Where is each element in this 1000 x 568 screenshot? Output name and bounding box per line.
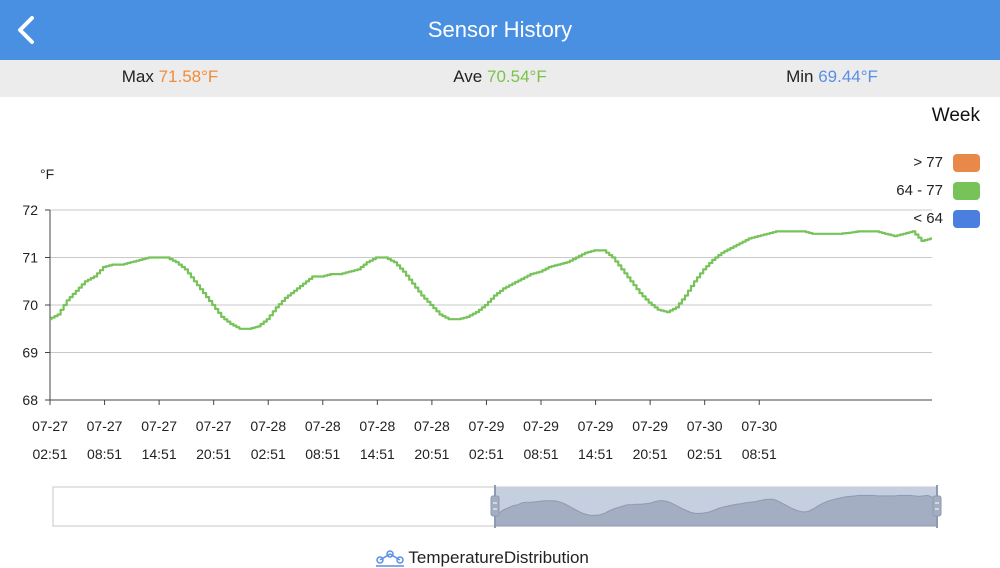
y-axis-label: °F: [40, 166, 54, 182]
stat-ave: Ave 70.54°F: [390, 60, 610, 97]
x-tick-date: 07-29: [632, 418, 668, 434]
x-tick-date: 07-28: [414, 418, 450, 434]
y-tick-label: 69: [22, 345, 38, 361]
x-tick-time: 20:51: [196, 446, 231, 462]
y-tick-label: 72: [22, 202, 38, 218]
x-tick-time: 20:51: [414, 446, 449, 462]
x-tick-time: 08:51: [742, 446, 777, 462]
zoom-handle-right[interactable]: [932, 485, 942, 528]
x-tick-time: 08:51: [523, 446, 558, 462]
x-tick-time: 08:51: [305, 446, 340, 462]
x-tick-date: 07-29: [469, 418, 505, 434]
x-tick-date: 07-28: [359, 418, 395, 434]
x-tick-time: 02:51: [469, 446, 504, 462]
legend-item-normal: 64 - 77: [896, 181, 980, 201]
x-tick-date: 07-30: [741, 418, 777, 434]
x-tick-time: 08:51: [87, 446, 122, 462]
zoom-handle-left[interactable]: [490, 485, 500, 528]
y-tick-label: 71: [22, 250, 38, 266]
page-title: Sensor History: [427, 17, 573, 42]
legend-item-low: < 64: [913, 209, 980, 229]
footer-label: TemperatureDistribution: [408, 548, 589, 567]
stats-bar: Max 71.58°F Ave 70.54°F Min 69.44°F: [0, 60, 1000, 97]
x-tick-date: 07-27: [87, 418, 123, 434]
x-tick-date: 07-29: [578, 418, 614, 434]
y-tick-label: 68: [22, 392, 38, 408]
zoom-slider[interactable]: [52, 485, 942, 528]
legend-item-high: > 77: [913, 153, 980, 173]
stat-max-label: Max: [121, 67, 154, 86]
chevron-left-icon[interactable]: [8, 10, 48, 50]
stat-min-label: Min: [786, 67, 814, 86]
x-tick-time: 02:51: [32, 446, 67, 462]
x-tick-time: 20:51: [633, 446, 668, 462]
zoom-preview: [494, 494, 938, 527]
distribution-icon: [376, 549, 404, 567]
legend-swatch: [953, 182, 980, 201]
legend-swatch: [953, 210, 980, 229]
stat-max: Max 71.58°F: [60, 60, 280, 97]
stat-ave-label: Ave: [453, 67, 483, 86]
temperature-line-chart: °F 68 69 70 71 72 07-27 02:51 07-27 08:51 07-27 1…: [22, 166, 942, 528]
x-tick-time: 02:51: [687, 446, 722, 462]
x-tick-time: 14:51: [142, 446, 177, 462]
footer-link[interactable]: TemperatureDistribution: [376, 548, 589, 568]
period-selector[interactable]: Week: [931, 105, 980, 126]
series-line: [50, 230, 932, 330]
stat-min: Min 69.44°F: [722, 60, 942, 97]
x-tick-date: 07-28: [305, 418, 341, 434]
legend-label: 64 - 77: [896, 182, 943, 200]
x-tick-date: 07-27: [196, 418, 232, 434]
y-tick-label: 70: [22, 297, 38, 313]
x-tick-date: 07-30: [687, 418, 723, 434]
legend-swatch: [953, 154, 980, 173]
x-tick-date: 07-27: [32, 418, 68, 434]
stat-ave-value: 70.54°F: [487, 67, 547, 86]
legend-label: < 64: [913, 210, 943, 228]
stat-max-value: 71.58°F: [158, 67, 219, 86]
x-tick-time: 02:51: [251, 446, 286, 462]
app-header: Sensor History: [0, 0, 1000, 60]
x-tick-date: 07-27: [141, 418, 177, 434]
x-tick-time: 14:51: [360, 446, 395, 462]
stat-min-value: 69.44°F: [818, 67, 878, 86]
legend-label: > 77: [913, 154, 943, 172]
x-tick-time: 14:51: [578, 446, 613, 462]
x-tick-date: 07-29: [523, 418, 559, 434]
x-tick-date: 07-28: [250, 418, 286, 434]
